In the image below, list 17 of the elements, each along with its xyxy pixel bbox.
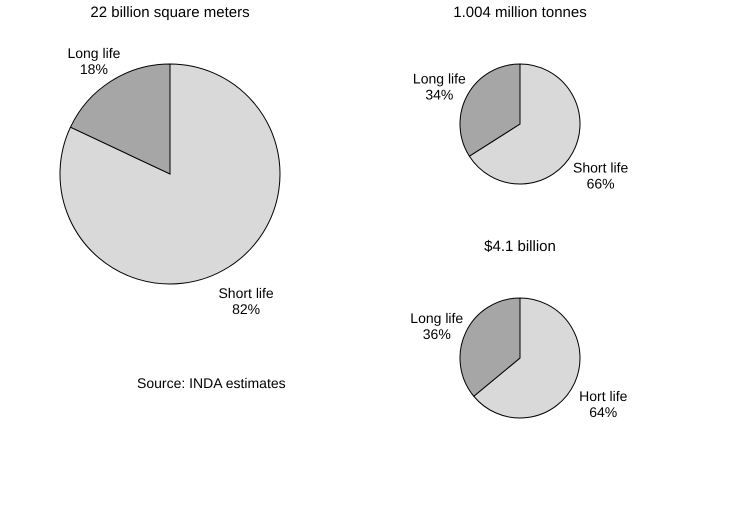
slice-label: Short life xyxy=(218,284,274,301)
data-label: 34% xyxy=(425,86,454,103)
slice-label: Short life xyxy=(572,159,628,176)
slice-label: Long life xyxy=(67,45,121,62)
data-label: 66% xyxy=(586,175,615,192)
chart-title: $4.1 billion xyxy=(484,238,556,255)
slice-label: Long life xyxy=(410,310,464,326)
source-note: Source: INDA estimates xyxy=(137,375,286,391)
pie-slice xyxy=(60,64,280,284)
chart-title: 1.004 million tonnes xyxy=(453,4,587,21)
data-label: 36% xyxy=(422,326,451,342)
slice-label: Hort life xyxy=(579,388,628,404)
chart-title: 22 billion square meters xyxy=(90,4,250,21)
data-label: 64% xyxy=(589,404,618,420)
slice-label: Long life xyxy=(412,70,466,87)
data-label: 18% xyxy=(80,61,108,78)
data-label: 82% xyxy=(232,300,260,317)
